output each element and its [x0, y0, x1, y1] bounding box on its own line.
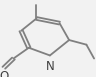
Text: F: F	[33, 0, 40, 3]
Text: N: N	[46, 60, 54, 73]
Text: O: O	[0, 70, 9, 77]
